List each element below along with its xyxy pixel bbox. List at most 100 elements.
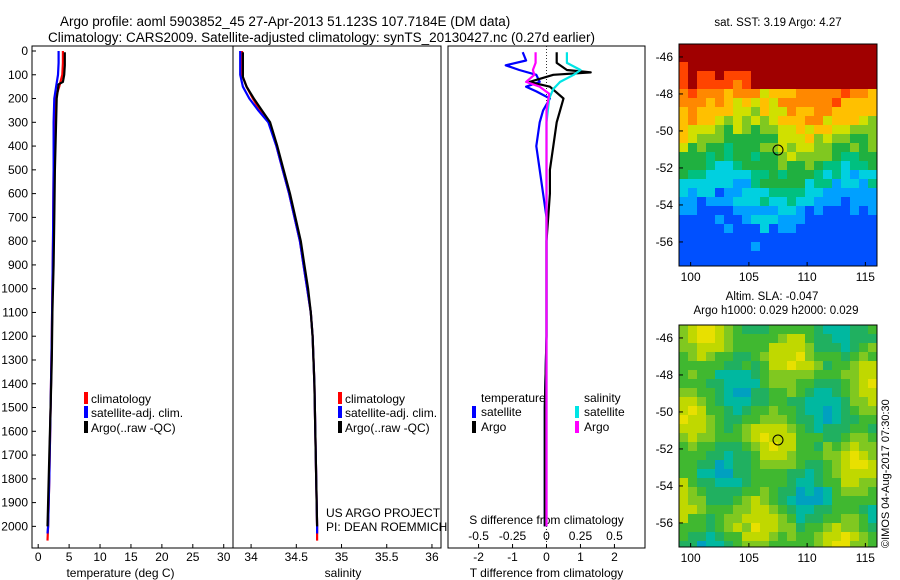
sla-cell xyxy=(796,370,805,379)
sst-cell xyxy=(715,62,724,71)
sst-cell xyxy=(751,197,760,206)
lon-tick-label: 110 xyxy=(798,551,817,565)
sst-cell xyxy=(697,170,706,179)
sst-cell xyxy=(859,44,868,53)
sla-cell xyxy=(751,379,760,388)
sla-cell xyxy=(850,496,859,505)
sst-cell xyxy=(823,62,832,71)
sst-cell xyxy=(724,116,733,125)
sst-cell xyxy=(715,134,724,143)
sst-cell xyxy=(706,233,715,242)
sla-cell xyxy=(841,460,850,469)
sst-cell xyxy=(832,134,841,143)
sst-cell xyxy=(841,224,850,233)
sla-cell xyxy=(733,433,742,442)
sla-cell xyxy=(733,514,742,523)
series-line-temperature-satellite xyxy=(504,51,552,527)
sla-cell xyxy=(688,415,697,424)
legend-swatch-argo xyxy=(338,421,342,433)
secondary-tick-label: 0.5 xyxy=(606,529,623,543)
sla-cell xyxy=(787,424,796,433)
sla-cell xyxy=(805,352,814,361)
x-axis-label: T difference from climatology xyxy=(470,566,624,580)
sst-cell xyxy=(679,143,688,152)
sla-cell xyxy=(796,460,805,469)
sla-cell xyxy=(706,352,715,361)
sla-cell xyxy=(679,487,688,496)
sla-cell xyxy=(697,523,706,532)
sla-cell xyxy=(859,343,868,352)
sla-cell xyxy=(742,379,751,388)
sla-cell xyxy=(823,397,832,406)
sla-cell xyxy=(868,325,877,334)
sla-cell xyxy=(814,541,823,547)
sst-cell xyxy=(715,242,724,251)
sst-cell xyxy=(859,224,868,233)
sla-cell xyxy=(769,460,778,469)
sst-cell xyxy=(850,71,859,80)
sla-cell xyxy=(850,424,859,433)
sst-cell xyxy=(859,260,868,266)
sst-cell xyxy=(679,179,688,188)
sst-cell xyxy=(688,152,697,161)
sla-cell xyxy=(787,469,796,478)
sla-cell xyxy=(724,361,733,370)
sst-cell xyxy=(742,197,751,206)
sla-cell xyxy=(688,442,697,451)
depth-tick-label: 200 xyxy=(8,92,28,106)
sst-cell xyxy=(733,98,742,107)
sla-cell xyxy=(706,505,715,514)
sla-cell xyxy=(832,334,841,343)
sla-cell xyxy=(832,496,841,505)
credit-line2: PI: DEAN ROEMMICH xyxy=(326,520,447,534)
sla-cell xyxy=(733,370,742,379)
sla-cell xyxy=(697,541,706,547)
sla-cell xyxy=(715,532,724,541)
sla-cell xyxy=(742,523,751,532)
sla-cell xyxy=(868,505,877,514)
sla-cell xyxy=(679,514,688,523)
sst-cell xyxy=(850,116,859,125)
sla-cell xyxy=(859,334,868,343)
series-line-argo-raw-qc- xyxy=(241,52,319,527)
sst-cell xyxy=(769,53,778,62)
sla-cell xyxy=(679,505,688,514)
sst-cell xyxy=(733,71,742,80)
sst-cell xyxy=(697,116,706,125)
sla-cell xyxy=(724,460,733,469)
legend-label-sal-argo: Argo xyxy=(584,420,610,434)
sla-map-title2: Argo h1000: 0.029 h2000: 0.029 xyxy=(694,305,859,317)
sst-cell xyxy=(787,125,796,134)
sst-cell xyxy=(733,242,742,251)
sst-cell xyxy=(715,170,724,179)
sla-cell xyxy=(760,460,769,469)
sst-cell xyxy=(778,224,787,233)
sst-cell xyxy=(787,206,796,215)
sla-cell xyxy=(868,532,877,541)
sla-cell xyxy=(832,541,841,547)
sla-cell xyxy=(787,334,796,343)
sst-cell xyxy=(724,134,733,143)
sst-cell xyxy=(751,143,760,152)
sst-cell xyxy=(760,233,769,242)
x-tick-label: 0 xyxy=(35,550,42,564)
sst-cell xyxy=(796,62,805,71)
sla-cell xyxy=(679,451,688,460)
sst-cell xyxy=(688,80,697,89)
sla-cell xyxy=(724,469,733,478)
sla-cell xyxy=(769,415,778,424)
sla-cell xyxy=(688,379,697,388)
sst-cell xyxy=(742,152,751,161)
sst-cell xyxy=(733,188,742,197)
sst-cell xyxy=(778,206,787,215)
sst-cell xyxy=(868,170,877,179)
sla-cell xyxy=(859,388,868,397)
sla-cell xyxy=(814,424,823,433)
sla-cell xyxy=(715,451,724,460)
sla-cell xyxy=(868,352,877,361)
sst-cell xyxy=(850,98,859,107)
sla-cell xyxy=(760,505,769,514)
sla-cell xyxy=(706,514,715,523)
sst-cell xyxy=(805,107,814,116)
sla-cell xyxy=(769,325,778,334)
